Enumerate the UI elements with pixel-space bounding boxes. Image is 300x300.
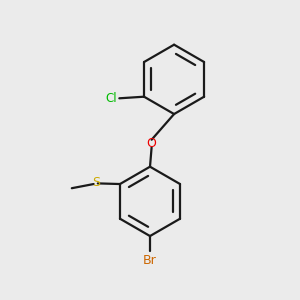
Text: Cl: Cl	[105, 92, 117, 105]
Text: Br: Br	[143, 254, 157, 267]
Text: O: O	[147, 137, 157, 150]
Text: S: S	[92, 176, 100, 189]
